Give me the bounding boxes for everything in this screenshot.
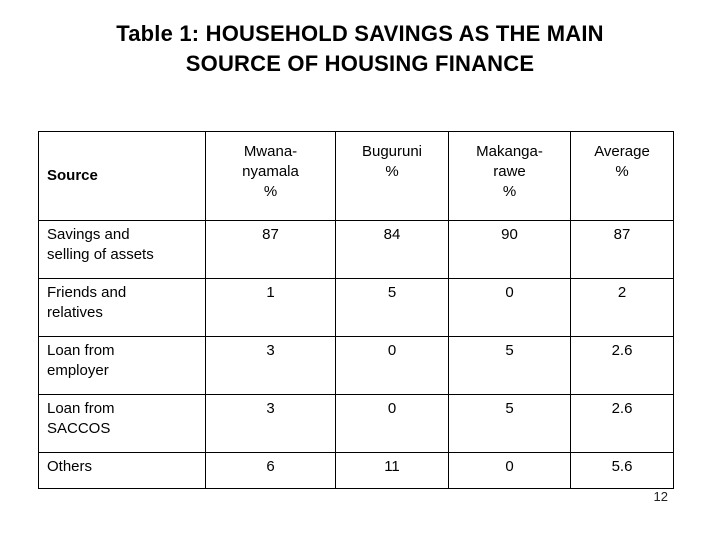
header-line: Makanga- xyxy=(476,143,543,160)
table-cell: 0 xyxy=(448,452,571,489)
header-line: Average xyxy=(594,143,650,160)
table-cell: 6 xyxy=(205,452,336,489)
table-cell: 2 xyxy=(570,278,674,337)
row-label-line: SACCOS xyxy=(47,420,111,437)
table-cell: 5 xyxy=(448,336,571,395)
table-row-friends-relatives: Friends and relatives 1 5 0 2 xyxy=(38,278,674,337)
header-line: Mwana- xyxy=(243,143,298,160)
table-cell: 3 xyxy=(205,394,336,453)
col-header-buguruni: Buguruni % xyxy=(335,131,449,221)
table-cell: 84 xyxy=(335,220,449,279)
household-savings-table: Source Mwana- nyamala % Buguruni % Makan… xyxy=(38,131,674,489)
header-line: Buguruni xyxy=(361,143,423,160)
header-line: % xyxy=(502,183,517,200)
table-cell: 2.6 xyxy=(570,394,674,453)
header-line: rawe xyxy=(493,163,526,180)
row-label-line: Loan from xyxy=(47,342,115,359)
row-label: Loan from SACCOS xyxy=(38,394,206,453)
row-label-line: relatives xyxy=(47,304,103,321)
col-header-average: Average % xyxy=(570,131,674,221)
table-cell: 90 xyxy=(448,220,571,279)
table-cell: 5 xyxy=(335,278,449,337)
col-header-makangarawe: Makanga- rawe % xyxy=(448,131,571,221)
row-label-line: Others xyxy=(47,458,93,475)
title-line-2: SOURCE OF HOUSING FINANCE xyxy=(185,51,535,76)
header-line: nyamala xyxy=(242,163,299,180)
table-row-savings-and-selling: Savings and selling of assets 87 84 90 8… xyxy=(38,220,674,279)
table-header-row: Source Mwana- nyamala % Buguruni % Makan… xyxy=(38,131,674,221)
page-number: 12 xyxy=(653,489,668,504)
table-cell: 1 xyxy=(205,278,336,337)
table-cell: 5 xyxy=(448,394,571,453)
header-line: % xyxy=(263,183,278,200)
col-header-source: Source xyxy=(38,131,206,221)
table-cell: 0 xyxy=(448,278,571,337)
table-cell: 87 xyxy=(570,220,674,279)
title-line-1: Table 1: HOUSEHOLD SAVINGS AS THE MAIN xyxy=(116,21,604,46)
table-cell: 11 xyxy=(335,452,449,489)
row-label: Others xyxy=(38,452,206,489)
col-header-mwananyamala: Mwana- nyamala % xyxy=(205,131,336,221)
table-cell: 5.6 xyxy=(570,452,674,489)
table-row-others: Others 6 11 0 5.6 xyxy=(38,452,674,489)
header-line: % xyxy=(385,163,399,180)
slide-title: Table 1: HOUSEHOLD SAVINGS AS THE MAIN S… xyxy=(0,19,720,79)
table-cell: 0 xyxy=(335,394,449,453)
row-label-line: Loan from xyxy=(47,400,115,417)
table-row-loan-employer: Loan from employer 3 0 5 2.6 xyxy=(38,336,674,395)
row-label: Loan from employer xyxy=(38,336,206,395)
row-label-line: Savings and xyxy=(47,226,130,243)
header-line: % xyxy=(615,163,629,180)
table-cell: 87 xyxy=(205,220,336,279)
table-cell: 2.6 xyxy=(570,336,674,395)
row-label-line: selling of assets xyxy=(47,246,154,263)
row-label-line: employer xyxy=(47,362,109,379)
row-label: Friends and relatives xyxy=(38,278,206,337)
table-cell: 3 xyxy=(205,336,336,395)
row-label: Savings and selling of assets xyxy=(38,220,206,279)
row-label-line: Friends and xyxy=(47,284,127,301)
table-cell: 0 xyxy=(335,336,449,395)
table-row-loan-saccos: Loan from SACCOS 3 0 5 2.6 xyxy=(38,394,674,453)
